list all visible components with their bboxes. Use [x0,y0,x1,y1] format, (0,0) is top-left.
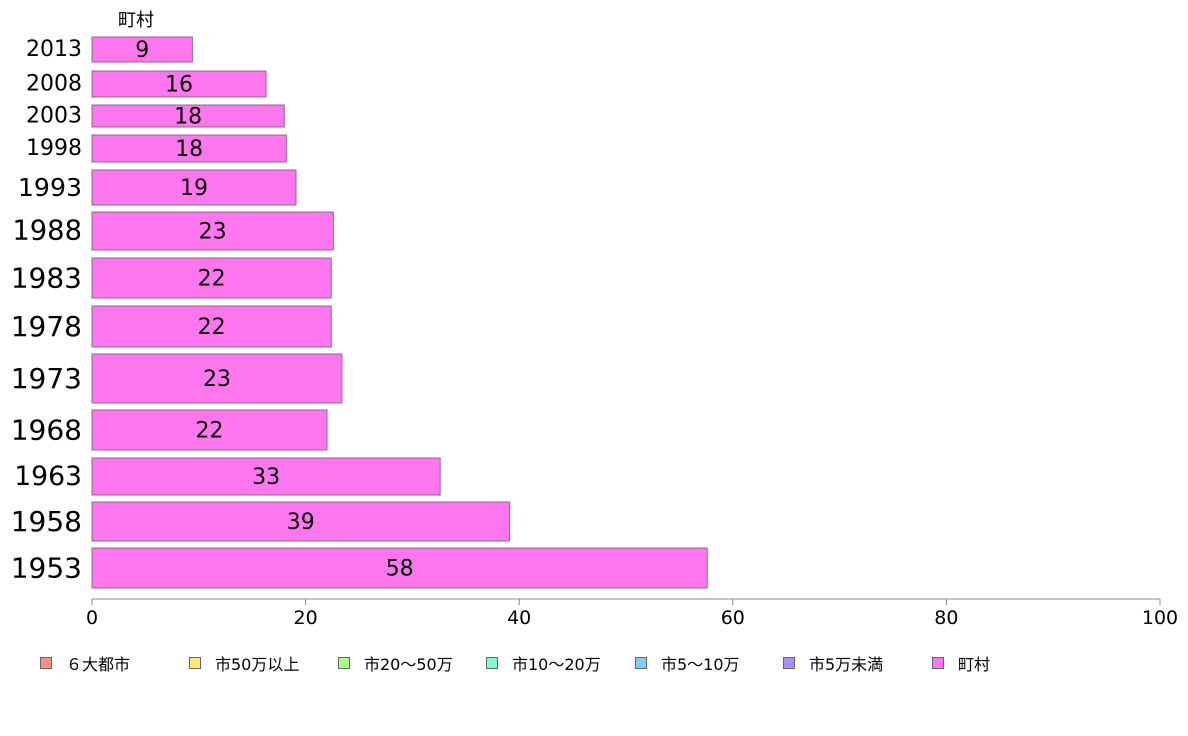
bar [91,36,193,63]
bar [91,134,287,163]
data-label: 22 [198,315,226,340]
legend-swatch [189,657,201,669]
category-label: 1968 [11,414,82,447]
legend-swatch [486,657,498,669]
bar [91,457,441,496]
category-label: 1973 [11,362,82,395]
series-title: 町村 [118,10,154,31]
legend-item[interactable]: 市5万未満 [783,652,883,674]
data-label: 16 [165,73,193,98]
category-label: 1998 [26,136,82,161]
legend-item[interactable]: 市50万以上 [189,652,299,674]
category-label: 1983 [11,262,82,295]
data-label: 23 [199,220,227,245]
legend-item[interactable]: 町村 [932,652,990,674]
bar [91,409,328,451]
bar [91,211,334,251]
data-label: 19 [180,176,208,201]
legend-swatch [338,657,350,669]
legend-item[interactable]: 市20～50万 [338,652,453,674]
data-label: 18 [174,105,202,130]
data-label: 33 [252,465,280,490]
category-label: 1978 [11,310,82,343]
x-tick-label: 40 [507,607,531,629]
bar [91,257,332,299]
category-label: 1993 [18,173,82,202]
x-tick-label: 80 [934,607,958,629]
category-label: 1988 [12,216,82,247]
category-label: 2003 [26,104,82,129]
legend-swatch [783,657,795,669]
category-label: 2013 [26,37,82,62]
bar [91,305,332,348]
legend-label: 市5万未満 [809,655,884,674]
legend-label: ６大都市 [66,655,131,674]
legend: ６大都市 市50万以上 市20～50万 市10～20万 市5～10万 市5万未満… [40,652,1180,676]
legend-label: 町村 [958,655,991,674]
legend-label: 市50万以上 [215,655,300,674]
x-tick-label: 100 [1142,607,1178,629]
legend-label: 市20～50万 [364,655,453,674]
category-label: 2008 [26,72,82,97]
bar [91,104,285,128]
data-label: 39 [287,510,315,535]
data-label: 22 [198,267,226,292]
legend-item[interactable]: ６大都市 [40,652,130,674]
legend-item[interactable]: 市5～10万 [635,652,740,674]
data-label: 9 [135,38,149,63]
category-label: 1958 [11,505,82,538]
legend-label: 市5～10万 [661,655,740,674]
data-label: 58 [386,557,414,582]
data-label: 23 [203,367,231,392]
data-label: 22 [195,419,223,444]
bar [91,547,708,589]
legend-swatch [932,657,944,669]
bar [91,70,267,98]
data-label: 18 [175,137,203,162]
bar [91,353,343,404]
x-tick-label: 20 [294,607,318,629]
bar [91,501,511,542]
x-tick-label: 60 [721,607,745,629]
bar [91,169,297,206]
legend-label: 市10～20万 [512,655,601,674]
legend-item[interactable]: 市10～20万 [486,652,601,674]
legend-swatch [40,657,52,669]
legend-swatch [635,657,647,669]
category-label: 1963 [14,461,82,492]
category-label: 1953 [11,552,82,585]
x-tick-label: 0 [86,607,98,629]
